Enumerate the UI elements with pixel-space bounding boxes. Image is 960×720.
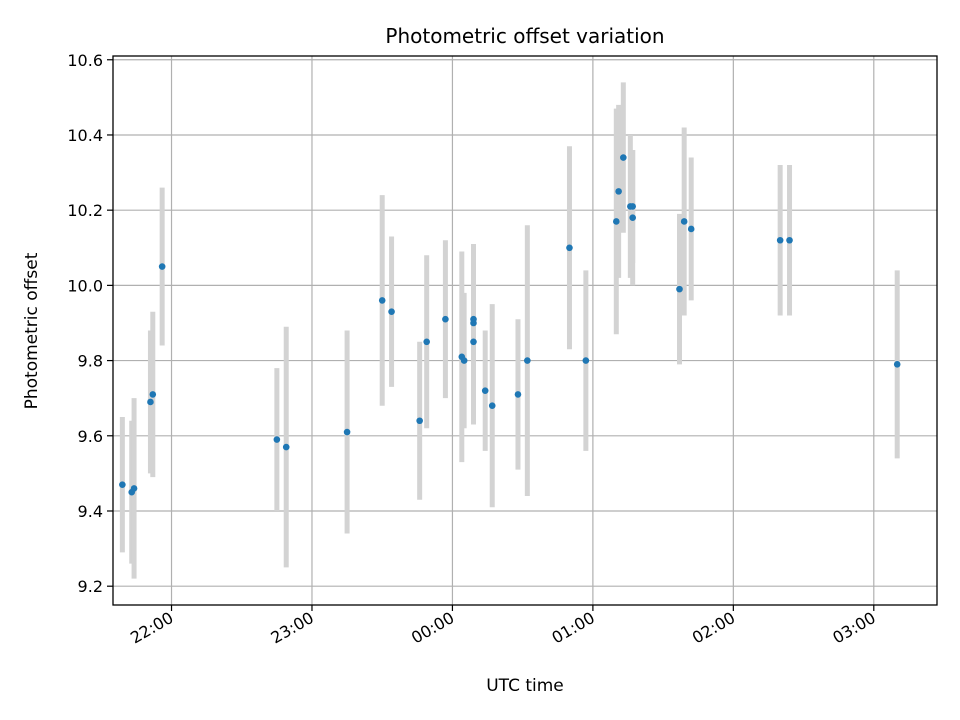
- data-point: [582, 357, 590, 364]
- data-point: [629, 203, 636, 210]
- data-point: [460, 357, 468, 364]
- data-point: [612, 218, 620, 225]
- data-point: [119, 481, 126, 488]
- y-tick-label: 9.2: [78, 577, 103, 596]
- y-tick-label: 10.4: [67, 126, 103, 145]
- data-point: [343, 428, 351, 436]
- data-point: [378, 297, 386, 304]
- data-point: [524, 357, 531, 364]
- plot-frame: [112, 55, 938, 606]
- data-point: [130, 485, 138, 492]
- chart-title: Photometric offset variation: [385, 24, 664, 48]
- y-tick-label: 9.8: [78, 352, 103, 371]
- data-point: [615, 188, 622, 195]
- y-tick-label: 9.6: [78, 427, 103, 446]
- data-point: [680, 218, 688, 225]
- data-point: [687, 225, 695, 233]
- data-point: [282, 443, 290, 451]
- y-tick-label: 9.4: [78, 502, 103, 521]
- data-point: [423, 338, 430, 346]
- data-point: [629, 214, 636, 221]
- x-axis-label: UTC time: [486, 676, 564, 696]
- y-tick-label: 10.6: [67, 51, 103, 70]
- data-point: [786, 236, 793, 244]
- y-tick-label: 10.2: [67, 201, 103, 220]
- y-tick-label: 10.0: [67, 276, 103, 295]
- data-point: [470, 315, 477, 323]
- data-point: [676, 285, 683, 293]
- data-point: [416, 417, 423, 425]
- data-point: [620, 154, 627, 161]
- data-point: [442, 315, 449, 323]
- data-point: [147, 398, 154, 406]
- data-point: [566, 244, 573, 252]
- y-axis-ticks: 9.2 9.4 9.6 9.8 10.0 10.2 10.4 10.6: [67, 51, 113, 596]
- data-point: [893, 361, 901, 368]
- data-point: [776, 236, 784, 244]
- data-point: [273, 436, 281, 443]
- data-point: [158, 263, 166, 270]
- data-point: [488, 402, 496, 410]
- data-point: [149, 391, 157, 398]
- data-point: [514, 391, 522, 398]
- data-point: [470, 338, 477, 346]
- data-point: [481, 387, 489, 394]
- data-markers: [119, 154, 901, 496]
- data-point: [388, 308, 395, 315]
- y-axis-label: Photometric offset: [22, 252, 42, 409]
